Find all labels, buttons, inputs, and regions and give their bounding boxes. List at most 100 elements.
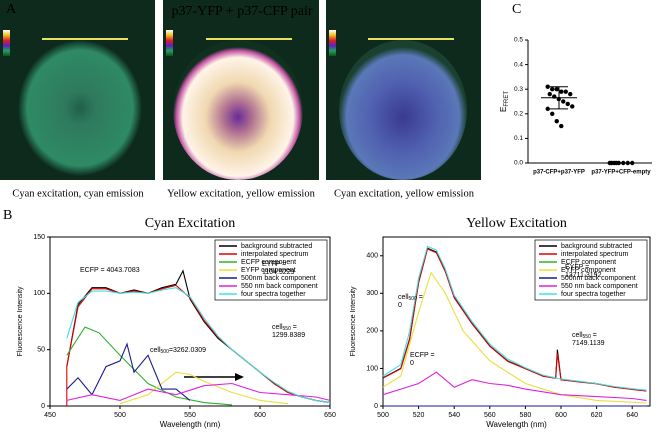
y-tick-label: 200 — [366, 328, 378, 335]
data-point — [565, 101, 570, 107]
y-tick-label: 100 — [366, 365, 378, 372]
legend-label: interpolated spectrum — [241, 251, 308, 258]
y-axis-label: Fluorescence Intensity — [350, 286, 357, 357]
x-tick-label: 500 — [114, 412, 126, 419]
annotation-text: =3262.0309 — [169, 347, 206, 354]
annotation-line2: 13711.3192 — [565, 272, 602, 279]
image-caption: Cyan excitation, cyan emission — [12, 188, 144, 199]
annotation: cell500 = — [398, 294, 423, 302]
annotation-text: cell — [398, 294, 409, 301]
annotation-line2: 1299.8389 — [272, 332, 305, 339]
annotation: cell550 = — [572, 332, 597, 340]
y-tick-label: 300 — [366, 290, 378, 297]
annotation: cell500=3262.0309 — [150, 347, 206, 355]
micrograph-3 — [326, 0, 481, 180]
annotation: ECFP = 4043.7083 — [80, 267, 140, 274]
legend-label: four spectra together — [241, 291, 306, 298]
y-tick-label: 0.3 — [514, 86, 523, 93]
y-axis-label: Fluorescence Intensity — [17, 286, 24, 357]
annotation-subscript: 500 — [409, 296, 418, 302]
data-point — [545, 84, 550, 89]
series-line — [382, 371, 647, 401]
legend-label: background subtracted — [241, 243, 312, 250]
legend-label: ECFP component — [241, 259, 296, 266]
chart-title: Cyan Excitation — [145, 216, 236, 231]
image-caption: Cyan excitation, yellow emission — [334, 188, 475, 199]
data-point — [568, 91, 573, 97]
annotation-line2: 1104.5229 — [262, 269, 295, 276]
x-tick-label: 600 — [555, 412, 567, 419]
x-tick-label: 640 — [626, 412, 638, 419]
annotation: EYFP = — [565, 264, 589, 271]
annotation-subscript: 500 — [161, 349, 170, 355]
y-tick-label: 0.1 — [514, 135, 523, 142]
annotation-text: cell — [572, 332, 583, 339]
series-line — [66, 287, 331, 404]
y-axis-label-sub: FRET — [504, 91, 510, 107]
data-point — [545, 106, 550, 112]
series-line — [382, 271, 647, 404]
series-line — [66, 284, 331, 406]
annotation-subscript: 550 — [283, 326, 292, 332]
chart-title: Yellow Excitation — [466, 216, 567, 231]
annotation-text: = — [291, 324, 297, 331]
micrograph-2 — [163, 0, 319, 180]
panel-label: A — [6, 2, 17, 17]
legend-label: 500nm back component — [241, 275, 316, 282]
x-axis-label: Wavelength (nm) — [486, 420, 547, 429]
annotation-text: EYFP = — [565, 264, 589, 271]
y-tick-label: 0 — [374, 403, 378, 410]
data-point — [570, 104, 575, 109]
data-point — [550, 111, 555, 117]
x-tick-label: 450 — [44, 412, 56, 419]
x-tick-label: 620 — [591, 412, 603, 419]
data-point — [554, 87, 559, 92]
y-tick-label: 100 — [33, 290, 45, 297]
y-tick-label: 50 — [37, 347, 45, 354]
legend-label: four spectra together — [561, 291, 626, 298]
annotation-subscript: 550 — [583, 334, 592, 340]
annotation-text: ECFP = — [410, 352, 435, 359]
annotation-line2: 0 — [410, 360, 414, 367]
image-caption: Yellow excitation, yellow emission — [167, 188, 315, 199]
y-axis-label-main: E — [499, 107, 508, 112]
data-point — [559, 123, 564, 129]
series-line — [119, 371, 289, 405]
y-tick-label: 150 — [33, 234, 45, 241]
x-axis-label: Wavelength (nm) — [160, 420, 221, 429]
series-line — [66, 342, 191, 401]
figure-title: p37-YFP + p37-CFP pair — [171, 4, 312, 19]
data-point — [559, 89, 564, 94]
annotation-text: ECFP = 4043.7083 — [80, 267, 140, 274]
data-point — [554, 118, 559, 124]
x-tick-label: 560 — [484, 412, 496, 419]
y-axis-label: EFRET — [499, 91, 509, 112]
x-tick-label: p37-CFP+p37-YFP — [533, 170, 585, 176]
legend-label: ECFP component — [561, 259, 616, 266]
x-tick-label: 540 — [448, 412, 460, 419]
legend-label: background subtracted — [561, 243, 632, 250]
panel-label: C — [512, 2, 521, 17]
annotation-line2: 0 — [398, 302, 402, 309]
data-point — [561, 99, 566, 104]
legend-label: 550 nm back component — [241, 283, 318, 290]
legend-label: 500nm back component — [561, 275, 636, 282]
x-tick-label: 500 — [377, 412, 389, 419]
series-line — [66, 326, 233, 406]
y-tick-label: 400 — [366, 253, 378, 260]
legend-label: EYFP component — [241, 267, 296, 274]
arrow — [184, 373, 244, 381]
annotation: ECFP = — [410, 352, 435, 359]
annotation-text: cell — [272, 324, 283, 331]
y-tick-label: 0.0 — [514, 160, 523, 167]
micrograph-1 — [0, 0, 155, 180]
x-tick-label: 650 — [324, 412, 336, 419]
data-point — [550, 87, 555, 92]
annotation: cell550 = — [272, 324, 297, 332]
annotation: EYFP = — [262, 261, 286, 268]
y-tick-label: 0 — [41, 403, 45, 410]
x-tick-label: 520 — [413, 412, 425, 419]
y-tick-label: 0.4 — [514, 61, 523, 68]
legend-label: 550 nm back component — [561, 283, 638, 290]
